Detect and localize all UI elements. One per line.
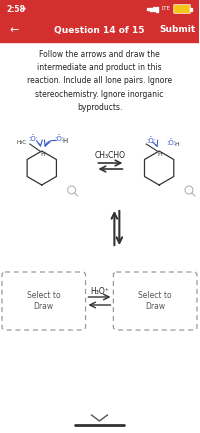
Bar <box>190 7 192 10</box>
Text: H: H <box>62 138 67 144</box>
Bar <box>147 8 149 10</box>
Bar <box>156 6 158 12</box>
Text: :Ö:: :Ö: <box>166 139 176 146</box>
Bar <box>0 0 199 18</box>
Text: :Ö:: :Ö: <box>146 138 156 145</box>
Text: 2:58: 2:58 <box>6 4 25 13</box>
Text: CH₃CHO: CH₃CHO <box>95 152 126 161</box>
FancyBboxPatch shape <box>2 272 86 330</box>
Text: Select to
Draw: Select to Draw <box>138 291 172 311</box>
Text: Select to
Draw: Select to Draw <box>27 291 61 311</box>
Text: Follow the arrows and draw the
intermediate and product in this
reaction. Includ: Follow the arrows and draw the intermedi… <box>27 50 172 112</box>
Bar <box>150 7 152 10</box>
Text: Question 14 of 15: Question 14 of 15 <box>54 26 145 35</box>
Text: :Ö:: :Ö: <box>54 136 64 142</box>
Text: H: H <box>158 152 163 156</box>
Text: H: H <box>175 142 179 148</box>
Text: H₃O⁺: H₃O⁺ <box>90 287 109 295</box>
Bar <box>153 7 155 11</box>
FancyBboxPatch shape <box>113 272 197 330</box>
Text: ✈: ✈ <box>22 6 27 12</box>
Text: H: H <box>40 152 45 156</box>
Text: H₃C: H₃C <box>17 139 27 145</box>
Text: Submit: Submit <box>159 26 195 35</box>
Text: :Ö:: :Ö: <box>28 136 38 142</box>
Bar <box>0 18 199 42</box>
FancyBboxPatch shape <box>174 5 190 13</box>
Text: LTE: LTE <box>161 6 170 12</box>
Text: ←: ← <box>10 25 19 35</box>
